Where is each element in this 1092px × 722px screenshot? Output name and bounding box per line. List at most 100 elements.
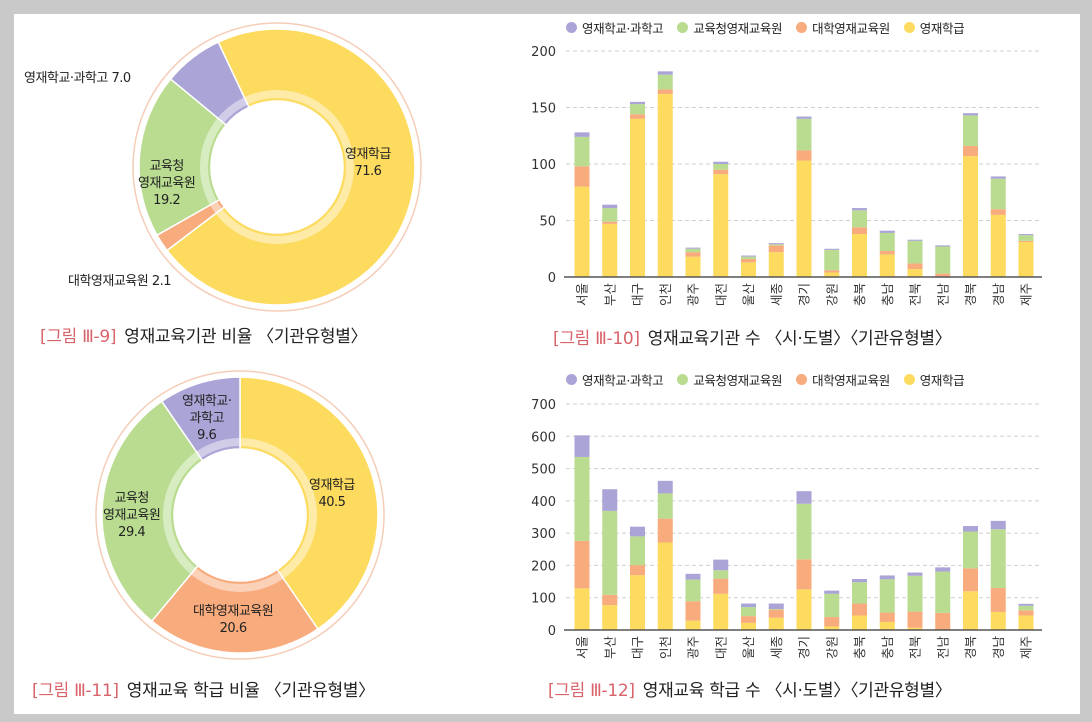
bar1-segment	[990, 209, 1006, 215]
bar2-segment	[574, 435, 590, 457]
bar1-segment	[713, 161, 729, 164]
bar1-segment	[741, 262, 756, 277]
bar1-segment	[1018, 240, 1034, 242]
bar2-segment	[879, 612, 895, 622]
bar2-segment	[1018, 603, 1034, 606]
bar1-xtick-label: 대구	[630, 283, 645, 306]
bar1-segment	[574, 132, 590, 137]
bar2-segment	[768, 609, 784, 610]
bar2-segment	[963, 531, 978, 569]
caption-fig12: [그림 Ⅲ-12] 영재교육 학급 수 〈시·도별〉〈기관유형별〉	[548, 681, 952, 701]
bar2-segment	[685, 573, 701, 580]
donut1-label-purple: 영재학교·과학고 7.0	[24, 71, 131, 86]
bar1-segment	[768, 244, 784, 246]
bar1-xtick-label: 대전	[713, 283, 728, 306]
bar2-segment	[990, 529, 1006, 589]
bar2-segment	[713, 559, 729, 571]
donut2-label-yellow: 영재학급 40.5	[309, 478, 355, 510]
bar1-segment	[1018, 241, 1034, 277]
bar1-ytick-label: 0	[548, 271, 556, 286]
bar1-segment	[574, 186, 590, 277]
bar2-segment	[713, 593, 729, 630]
bar2-xtick-label: 부산	[602, 636, 617, 660]
bar1-segment	[907, 269, 923, 277]
bar1-segment	[630, 114, 645, 119]
bar2-segment	[796, 559, 812, 590]
bar1-segment	[907, 263, 923, 270]
bar1-segment	[879, 232, 895, 252]
legend-item: 대학영재교육원	[796, 18, 890, 37]
bar1-segment	[768, 252, 784, 277]
bar2-xtick-label: 대구	[630, 636, 645, 659]
bar2-segment	[796, 491, 812, 504]
bar2-segment	[963, 591, 978, 630]
bar2-segment	[630, 536, 645, 566]
bar2-segment	[824, 593, 840, 618]
bar1-xtick-label: 충북	[852, 283, 867, 306]
bar1-segment	[685, 247, 701, 249]
donut2-label-green: 교육청 영재교육원 29.4	[103, 491, 161, 540]
bar1-segment	[657, 89, 673, 94]
bar2-xtick-label: 경기	[797, 636, 812, 659]
donut1-label-yellow: 영재학급 71.6	[345, 147, 391, 179]
bar1-segment	[963, 156, 978, 277]
bar1-segment	[574, 166, 590, 187]
bar2-ytick-label: 700	[531, 398, 556, 413]
legend-item: 영재학급	[903, 18, 965, 37]
bar2-xtick-label: 제주	[1019, 636, 1034, 659]
bar2-xtick-label: 경북	[963, 636, 978, 659]
bar1-segment	[963, 115, 978, 146]
donut2-outer-ring	[95, 370, 385, 660]
bar1-segment	[824, 248, 840, 250]
bar1-xtick-label: 충남	[880, 283, 895, 307]
bar2-ytick-label: 600	[531, 430, 556, 445]
bar2-segment	[935, 567, 951, 572]
bar1-segment	[713, 174, 729, 277]
bar2-xtick-label: 세종	[769, 636, 784, 659]
bar2-segment	[768, 617, 784, 630]
bar2-segment	[713, 578, 729, 594]
donut1-hole	[211, 101, 343, 233]
bar2-segment	[1018, 615, 1034, 630]
bar1-xtick-label: 경기	[797, 283, 812, 306]
bar2-segment	[574, 540, 590, 589]
bar1-segment	[935, 246, 951, 274]
bar2-xtick-label: 울산	[741, 636, 756, 660]
bar1-ytick-label: 100	[531, 158, 556, 173]
bar1-segment	[713, 164, 729, 170]
bar1-segment	[990, 178, 1006, 210]
caption-fig11: [그림 Ⅲ-11] 영재교육 학급 비율 〈기관유형별〉	[32, 681, 375, 701]
bar2-segment	[824, 626, 840, 630]
bar2-segment	[824, 617, 840, 627]
bar2-segment	[824, 590, 840, 594]
bar1-xtick-label: 세종	[769, 283, 784, 306]
bar1-segment	[824, 272, 840, 277]
bar1-segment	[935, 273, 951, 277]
bar1-segment	[630, 118, 645, 277]
legend-item: 영재학교·과학고	[566, 370, 664, 389]
bar1-xtick-label: 울산	[741, 283, 756, 307]
bar1-ytick-label: 200	[531, 45, 556, 60]
bar2-segment	[602, 594, 618, 606]
bar2-segment	[574, 588, 590, 630]
bar2-segment	[741, 607, 756, 617]
bar1-segment	[879, 254, 895, 277]
bar2-ytick-label: 0	[548, 624, 556, 639]
donut1-label-orange: 대학영재교육원 2.1	[68, 274, 172, 289]
bar1-segment	[796, 118, 812, 151]
bar1-xtick-label: 전북	[908, 283, 923, 306]
bar2-xtick-label: 광주	[686, 636, 701, 659]
legend-item: 교육청영재교육원	[677, 18, 782, 37]
bar1-segment	[1018, 235, 1034, 241]
bar1-segment	[990, 214, 1006, 277]
bar1-segment	[713, 169, 729, 175]
bar2-segment	[768, 609, 784, 618]
bar2-segment	[852, 603, 867, 616]
bar2-segment	[741, 622, 756, 630]
bar2-segment	[879, 579, 895, 613]
bar2-segment	[602, 489, 618, 511]
bar1-segment	[879, 230, 895, 233]
bar2-segment	[907, 611, 923, 628]
bar2-segment	[657, 493, 673, 519]
bar2-segment	[852, 578, 867, 583]
